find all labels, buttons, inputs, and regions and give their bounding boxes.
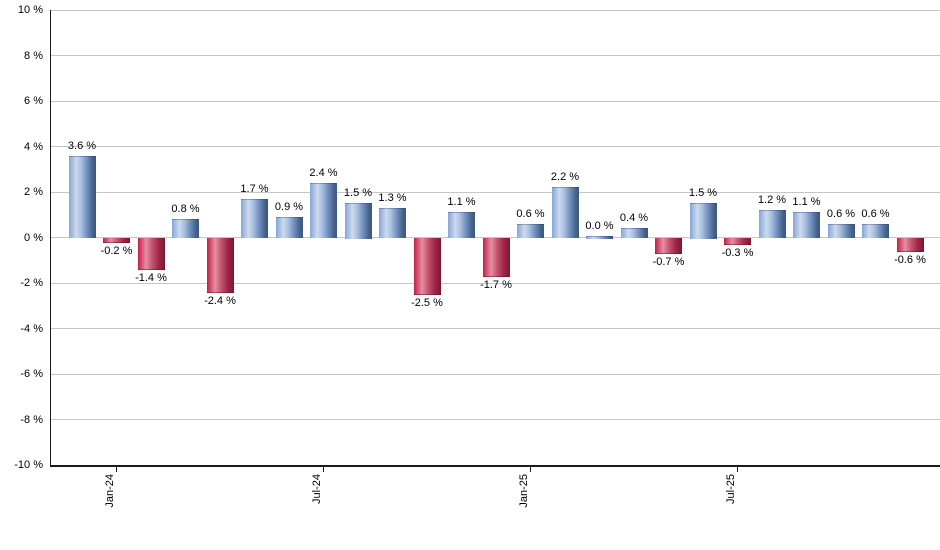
x-tick-mark — [322, 467, 324, 472]
bar-value-label: -1.4 % — [135, 272, 167, 285]
bar-value-label: 0.6 % — [861, 207, 890, 220]
x-tick-mark — [736, 467, 738, 472]
bar-value-label: 0.4 % — [619, 212, 649, 225]
bar-value-label: 0.9 % — [274, 201, 304, 214]
x-tick-label: Jul-25 — [724, 474, 737, 504]
gridline — [51, 100, 940, 102]
bar — [793, 212, 820, 239]
y-tick-label: 6 % — [24, 95, 43, 107]
bar — [448, 212, 475, 239]
bar — [310, 182, 337, 239]
y-tick-label: 0 % — [24, 231, 43, 244]
bar — [275, 217, 303, 239]
bar — [655, 237, 682, 255]
bar — [413, 237, 441, 296]
y-tick-label: 2 % — [24, 186, 43, 198]
bar-value-label: 2.4 % — [309, 166, 338, 179]
bar — [137, 237, 165, 271]
gridline — [51, 328, 940, 329]
bar — [620, 228, 648, 239]
bar — [482, 237, 510, 278]
bar-value-label: 1.2 % — [757, 194, 787, 207]
bar-value-label: 0.0 % — [585, 220, 614, 232]
bar-value-label: 1.3 % — [378, 191, 407, 204]
bar-value-label: 1.5 % — [343, 187, 373, 200]
bar-value-label: -0.7 % — [652, 256, 685, 269]
bar — [896, 237, 924, 253]
bar-value-label: -0.3 % — [721, 247, 754, 260]
gridline — [51, 373, 940, 375]
y-tick-label: -2 % — [20, 277, 43, 289]
gridline — [51, 419, 940, 420]
bar-value-label: 1.1 % — [792, 196, 821, 209]
bar — [379, 207, 406, 239]
plot-area: 3.6 % -0.2 % -1.4 % 0.8 % -2.4 % 1.7 % 0.9 % 2.… — [50, 9, 940, 467]
bar — [586, 236, 613, 239]
gridline — [51, 146, 940, 147]
bar — [862, 223, 889, 239]
x-tick-label: Jan-25 — [517, 474, 530, 508]
bar-value-label: 1.1 % — [447, 196, 476, 209]
bar — [551, 187, 579, 239]
y-tick-label: -10 % — [14, 459, 43, 471]
gridline — [51, 55, 940, 56]
bar-value-label: -2.4 % — [204, 295, 236, 308]
bar-value-label: 1.7 % — [240, 182, 269, 195]
bar-value-label: 0.6 % — [826, 207, 856, 220]
bar-value-label: -0.6 % — [894, 254, 926, 267]
bar — [827, 223, 855, 239]
x-tick-mark — [115, 467, 117, 472]
bar-value-label: 2.2 % — [550, 171, 580, 184]
bar-value-label: 0.8 % — [171, 203, 200, 216]
gridline — [51, 282, 940, 284]
bar — [724, 237, 751, 246]
bar-value-label: -2.5 % — [411, 297, 443, 310]
bar — [206, 237, 234, 294]
gridline — [51, 9, 940, 11]
y-tick-label: -8 % — [20, 413, 43, 426]
y-tick-label: 10 % — [17, 4, 43, 16]
bar-value-label: -1.7 % — [480, 279, 512, 292]
bar — [172, 219, 199, 239]
bar — [758, 210, 786, 239]
bar-value-label: 1.5 % — [688, 187, 718, 200]
x-tick-label: Jan-24 — [103, 474, 116, 508]
y-tick-label: 4 % — [24, 140, 43, 153]
x-tick-mark — [529, 467, 531, 472]
bar — [68, 155, 96, 239]
bar — [344, 203, 372, 239]
x-tick-label: Jul-24 — [310, 474, 323, 504]
bar-value-label: -0.2 % — [100, 245, 133, 258]
y-tick-label: -4 % — [20, 322, 43, 335]
gridline — [51, 191, 940, 193]
bar — [689, 203, 717, 239]
bar-value-label: 0.6 % — [516, 207, 545, 220]
bar — [241, 198, 268, 239]
bar-value-label: 3.6 % — [67, 139, 97, 152]
bar — [103, 237, 130, 244]
bar — [517, 223, 544, 239]
y-tick-label: 8 % — [24, 49, 43, 62]
y-tick-label: -6 % — [20, 368, 43, 380]
